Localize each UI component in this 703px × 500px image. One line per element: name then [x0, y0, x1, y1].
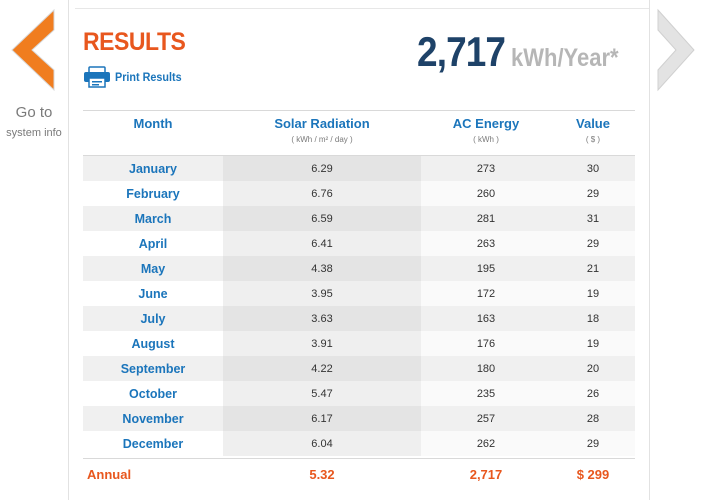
value-cell: 28: [586, 412, 600, 425]
month-cell: March: [134, 211, 172, 226]
ac-energy-cell: 163: [476, 312, 496, 325]
solar-radiation-cell: 6.59: [223, 206, 421, 231]
value-cell: 30: [586, 162, 600, 175]
column-header-value: Value ( $ ): [576, 116, 610, 144]
print-results-label[interactable]: Print Results: [115, 70, 182, 84]
solar-radiation-cell: 5.47: [223, 381, 421, 406]
annual-ac: 2,717: [469, 466, 503, 482]
value-cell: 19: [551, 331, 635, 356]
value-cell: 19: [551, 281, 635, 306]
ac-energy-cell: 235: [421, 381, 551, 406]
table-row: April 6.41 263 29: [83, 231, 635, 256]
ac-energy-cell: 172: [421, 281, 551, 306]
ac-energy-cell: 263: [421, 231, 551, 256]
back-nav-label[interactable]: Go to: [15, 104, 53, 121]
value-cell: 29: [551, 181, 635, 206]
month-cell: December: [122, 436, 184, 451]
month-cell: January: [129, 161, 177, 176]
column-unit-ac-energy: ( kWh ): [473, 135, 499, 144]
solar-radiation-cell: 6.17: [223, 406, 421, 431]
month-cell: August: [131, 336, 175, 351]
table-row: August 3.91 176 19: [83, 331, 635, 356]
table-row: March 6.59 281 31: [83, 206, 635, 231]
month-cell: July: [140, 311, 166, 326]
table-row: January 6.29 273 30: [83, 156, 635, 181]
ac-energy-cell: 195: [476, 262, 496, 275]
solar-radiation-cell: 4.22: [223, 356, 421, 381]
month-cell: February: [126, 186, 180, 201]
solar-radiation-cell: 3.91: [223, 331, 421, 356]
column-header-solar-radiation: Solar Radiation ( kWh / m² / day ): [274, 116, 370, 144]
value-cell: 20: [586, 362, 600, 375]
value-cell: 21: [586, 262, 600, 275]
printer-icon[interactable]: [83, 66, 111, 88]
back-nav-sublabel[interactable]: system info: [6, 127, 62, 139]
month-cell: June: [138, 286, 168, 301]
solar-radiation-cell: 6.76: [223, 181, 421, 206]
ac-energy-cell: 260: [421, 181, 551, 206]
ac-energy-cell: 176: [421, 331, 551, 356]
table-row: December 6.04 262 29: [83, 431, 635, 456]
column-header-ac-energy: AC Energy ( kWh ): [452, 116, 520, 144]
ac-energy-cell: 262: [421, 431, 551, 456]
annual-solar: 5.32: [309, 466, 335, 482]
annual-label: Annual: [87, 466, 132, 482]
annual-row: Annual 5.32 2,717 $ 299: [83, 458, 635, 489]
solar-radiation-cell: 6.41: [223, 231, 421, 256]
page-title: RESULTS: [83, 28, 186, 56]
table-body: January 6.29 273 30 February 6.76 260 29 March 6.…: [83, 156, 635, 456]
table-row: October 5.47 235 26: [83, 381, 635, 406]
month-cell: May: [140, 261, 166, 276]
month-cell: November: [122, 411, 184, 426]
results-panel: RESULTS Print Results 2,717 kWh/Year* Mo…: [68, 0, 650, 500]
table-row: February 6.76 260 29: [83, 181, 635, 206]
column-header-month: Month: [133, 116, 173, 131]
value-cell: 26: [551, 381, 635, 406]
solar-radiation-cell: 6.29: [223, 156, 421, 181]
ac-energy-cell: 257: [476, 412, 496, 425]
column-unit-value: ( $ ): [585, 135, 601, 144]
month-cell: April: [138, 236, 168, 251]
chevron-left-icon[interactable]: [6, 8, 56, 92]
back-nav[interactable]: Go to system info: [0, 0, 68, 500]
table-row: September 4.22 180 20: [83, 356, 635, 381]
month-cell: October: [129, 386, 177, 401]
solar-radiation-cell: 3.95: [223, 281, 421, 306]
annual-total: 2,717 kWh/Year*: [405, 28, 633, 76]
chevron-right-icon[interactable]: [656, 8, 696, 92]
annual-value: $ 299: [576, 466, 610, 482]
column-unit-solar-radiation: ( kWh / m² / day ): [291, 135, 353, 144]
month-cell: September: [120, 361, 186, 376]
table-row: November 6.17 257 28: [83, 406, 635, 431]
forward-nav[interactable]: [648, 0, 703, 500]
solar-radiation-cell: 4.38: [223, 256, 421, 281]
ac-energy-cell: 180: [476, 362, 496, 375]
solar-radiation-cell: 6.04: [223, 431, 421, 456]
value-cell: 18: [586, 312, 600, 325]
value-cell: 29: [551, 231, 635, 256]
annual-total-unit: kWh/Year*: [510, 44, 619, 72]
table-row: July 3.63 163 18: [83, 306, 635, 331]
annual-total-value: 2,717: [416, 28, 506, 75]
results-table: Month Solar Radiation ( kWh / m² / day )…: [83, 110, 635, 489]
table-header: Month Solar Radiation ( kWh / m² / day )…: [83, 111, 635, 156]
solar-radiation-cell: 3.63: [223, 306, 421, 331]
value-cell: 31: [586, 212, 600, 225]
table-row: June 3.95 172 19: [83, 281, 635, 306]
top-divider: [75, 8, 649, 9]
ac-energy-cell: 281: [476, 212, 496, 225]
ac-energy-cell: 273: [476, 162, 496, 175]
print-results-link[interactable]: Print Results: [83, 66, 189, 88]
value-cell: 29: [551, 431, 635, 456]
table-row: May 4.38 195 21: [83, 256, 635, 281]
